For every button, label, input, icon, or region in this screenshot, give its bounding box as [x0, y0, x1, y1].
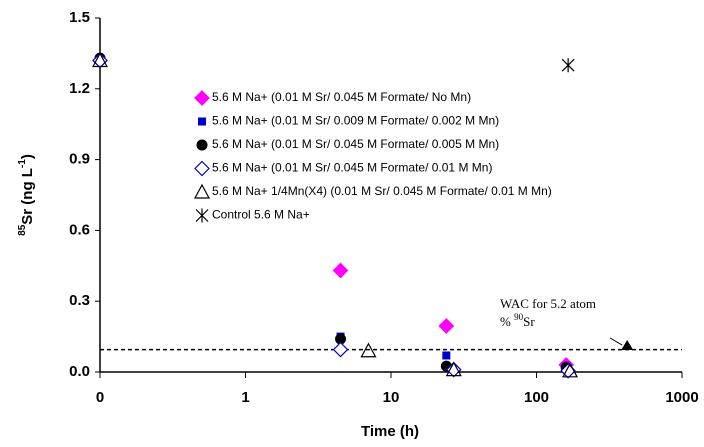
y-tick-label: 0.3 [69, 292, 90, 309]
x-tick-label: 1 [241, 389, 249, 406]
legend-marker [195, 208, 209, 223]
y-tick-label: 1.5 [69, 9, 90, 26]
annotation-part: % [500, 314, 514, 329]
y-axis-title: 85Sr (ng L-1) [17, 154, 36, 236]
annotation-part: Sr [523, 314, 535, 329]
legend-label: 5.6 M Na+ (0.01 M Sr/ 0.045 M Formate/ N… [212, 90, 471, 104]
legend-marker [193, 183, 211, 199]
marker [360, 342, 377, 358]
y-tick-label: 1.2 [69, 80, 90, 97]
marker [438, 318, 455, 334]
annotation-marker [621, 340, 634, 351]
y-title-sup: 85 [17, 224, 28, 236]
marker [445, 361, 462, 378]
annotation: % 90Sr [500, 312, 535, 329]
y-title-main: Sr (ng L [19, 168, 36, 225]
marker [561, 58, 575, 73]
x-tick-label: 1000 [665, 389, 698, 406]
legend-label: 5.6 M Na+ 1/4Mn(X4) (0.01 M Sr/ 0.045 M … [212, 184, 552, 198]
marker [562, 362, 579, 378]
annotation-sup: 90 [514, 312, 524, 322]
marker [92, 52, 108, 69]
marker [91, 52, 109, 68]
y-tick-label: 0.9 [69, 151, 90, 168]
y-title-sup: -1 [17, 159, 28, 168]
marker [332, 262, 349, 279]
legend-marker [196, 139, 208, 151]
x-tick-label: 100 [524, 389, 549, 406]
y-title-end: ) [19, 154, 36, 159]
y-tick-label: 0.0 [69, 363, 90, 380]
x-axis-title: Time (h) [361, 423, 419, 440]
x-tick-label: 0 [96, 389, 104, 406]
legend-label: 5.6 M Na+ (0.01 M Sr/ 0.009 M Formate/ 0… [212, 114, 499, 128]
legend-label: 5.6 M Na+ (0.01 M Sr/ 0.045 M Formate/ 0… [212, 137, 499, 151]
legend-label: Control 5.6 M Na+ [212, 208, 310, 222]
marker [335, 333, 347, 345]
annotation-arrow [609, 337, 623, 346]
y-tick-label: 0.6 [69, 221, 90, 238]
legend-marker [194, 90, 210, 106]
marker [332, 341, 349, 358]
annotation: WAC for 5.2 atom [500, 296, 596, 311]
marker [442, 351, 451, 360]
legend-marker [194, 160, 210, 177]
x-tick-label: 10 [383, 389, 400, 406]
legend-marker [198, 117, 206, 126]
marker [445, 361, 462, 377]
legend-label: 5.6 M Na+ (0.01 M Sr/ 0.045 M Formate/ 0… [212, 161, 492, 175]
